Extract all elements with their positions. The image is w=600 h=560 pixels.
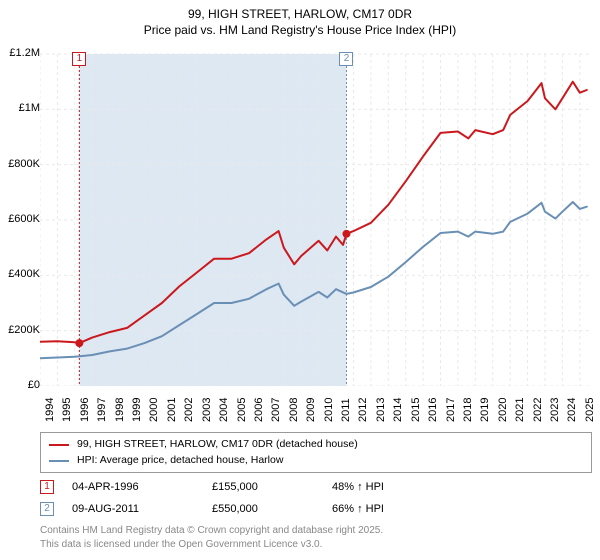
x-tick-label: 2018 [462,398,474,422]
x-tick-label: 2005 [236,398,248,422]
event-date: 04-APR-1996 [72,481,212,493]
x-tick-label: 2000 [148,398,160,422]
y-tick-label: £800K [2,158,40,170]
footer-line1: Contains HM Land Registry data © Crown c… [40,524,383,538]
x-tick-label: 2008 [288,398,300,422]
x-tick-label: 2020 [497,398,509,422]
legend-row: HPI: Average price, detached house, Harl… [49,453,583,469]
x-tick-label: 2013 [375,398,387,422]
event-price: £155,000 [212,481,332,493]
x-tick-label: 2004 [218,398,230,422]
footer-line2: This data is licensed under the Open Gov… [40,538,383,552]
chart-svg [40,46,592,386]
x-tick-label: 2012 [357,398,369,422]
x-tick-label: 1995 [61,398,73,422]
title-block: 99, HIGH STREET, HARLOW, CM17 0DR Price … [0,0,600,38]
event-date: 09-AUG-2011 [72,503,212,515]
x-tick-label: 1994 [44,398,56,422]
y-tick-label: £1M [2,102,40,114]
legend-swatch [49,444,69,446]
y-tick-label: £600K [2,213,40,225]
events-list: 1 04-APR-1996 £155,000 48% ↑ HPI 2 09-AU… [40,476,592,520]
x-tick-label: 2019 [479,398,491,422]
x-tick-label: 2014 [392,398,404,422]
x-tick-label: 2023 [549,398,561,422]
event-marker: 2 [40,502,54,516]
legend-box: 99, HIGH STREET, HARLOW, CM17 0DR (detac… [40,432,592,473]
event-row: 2 09-AUG-2011 £550,000 66% ↑ HPI [40,498,592,520]
x-tick-label: 2021 [514,398,526,422]
plot-marker: 1 [72,52,86,66]
x-tick-label: 2009 [305,398,317,422]
x-tick-label: 1996 [79,398,91,422]
y-tick-label: £0 [2,379,40,391]
x-tick-label: 2017 [445,398,457,422]
x-tick-label: 2016 [427,398,439,422]
event-price: £550,000 [212,503,332,515]
x-tick-label: 1997 [96,398,108,422]
x-tick-label: 2007 [270,398,282,422]
plot-marker: 2 [339,52,353,66]
event-marker-label: 1 [44,481,50,492]
legend-row: 99, HIGH STREET, HARLOW, CM17 0DR (detac… [49,437,583,453]
x-tick-label: 1998 [114,398,126,422]
x-tick-label: 2001 [166,398,178,422]
x-tick-label: 2010 [323,398,335,422]
x-tick-label: 2024 [566,398,578,422]
legend-label: 99, HIGH STREET, HARLOW, CM17 0DR (detac… [77,437,358,453]
legend-swatch [49,460,69,462]
y-tick-label: £200K [2,324,40,336]
event-marker-label: 2 [44,503,50,514]
x-tick-label: 2022 [532,398,544,422]
y-tick-label: £400K [2,268,40,280]
event-hpi: 66% ↑ HPI [332,503,452,515]
x-tick-label: 2011 [340,398,352,422]
x-tick-label: 2025 [584,398,596,422]
event-hpi: 48% ↑ HPI [332,481,452,493]
y-tick-label: £1.2M [2,47,40,59]
chart-area [40,46,592,386]
x-tick-label: 2002 [183,398,195,422]
chart-container: 99, HIGH STREET, HARLOW, CM17 0DR Price … [0,0,600,560]
title-line1: 99, HIGH STREET, HARLOW, CM17 0DR [0,6,600,22]
title-line2: Price paid vs. HM Land Registry's House … [0,22,600,38]
x-tick-label: 2003 [201,398,213,422]
x-tick-label: 2015 [410,398,422,422]
x-tick-label: 1999 [131,398,143,422]
x-tick-label: 2006 [253,398,265,422]
footer: Contains HM Land Registry data © Crown c… [40,524,383,551]
event-marker: 1 [40,480,54,494]
event-row: 1 04-APR-1996 £155,000 48% ↑ HPI [40,476,592,498]
legend-label: HPI: Average price, detached house, Harl… [77,453,283,469]
